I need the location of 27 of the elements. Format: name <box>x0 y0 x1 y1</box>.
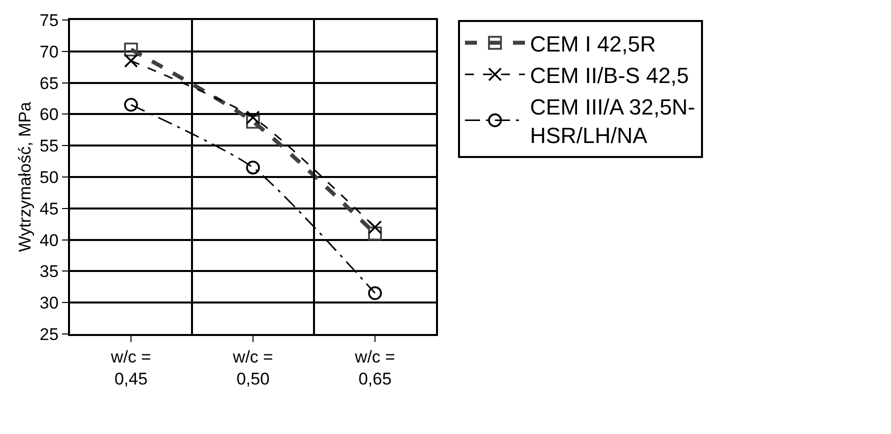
y-axis-title: Wytrzymałość, MPa <box>16 101 35 252</box>
y-tick-label: 50 <box>40 168 59 187</box>
point <box>246 160 260 174</box>
y-tick-label: 40 <box>40 230 59 250</box>
x-tick-label: w/c = 0,65 <box>354 347 396 388</box>
y-tick-label: 25 <box>40 324 59 344</box>
legend-label: CEM III/A 32,5N-HSR/LH/NA <box>530 94 696 148</box>
point <box>124 54 138 68</box>
x-tick-label: w/c = 0,45 <box>110 347 152 388</box>
point <box>124 42 138 56</box>
legend-label: CEM II/B-S 42,5 <box>530 62 689 88</box>
y-tick-label: 35 <box>40 262 59 282</box>
point <box>368 226 382 240</box>
x-tick-label: w/c = 0,50 <box>232 347 274 388</box>
y-tick-label: 45 <box>40 199 59 218</box>
point <box>124 98 138 112</box>
y-tick-label: 30 <box>40 294 59 313</box>
y-tick-label: 65 <box>40 74 59 93</box>
point <box>246 110 260 124</box>
point <box>368 220 382 234</box>
y-tick-label: 75 <box>40 10 59 30</box>
y-tick-label: 60 <box>40 105 59 124</box>
y-tick-label: 70 <box>40 42 59 62</box>
y-tick-label: 55 <box>40 136 59 156</box>
legend-label: CEM I 42,5R <box>530 31 656 56</box>
point <box>246 114 260 129</box>
point <box>368 286 382 300</box>
